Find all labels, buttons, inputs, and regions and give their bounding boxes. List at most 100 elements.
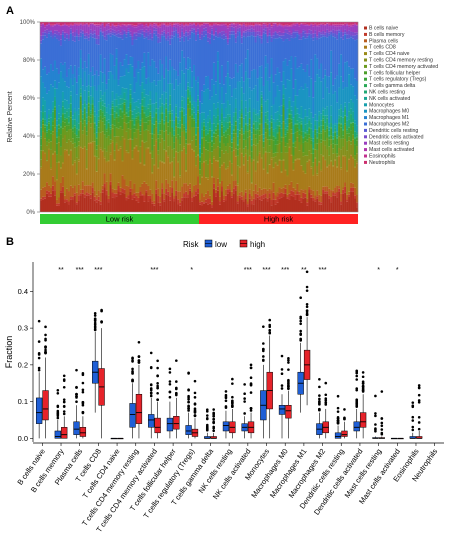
a-bar-segment	[187, 144, 190, 186]
a-bar-segment	[262, 22, 265, 24]
a-bar-segment	[316, 22, 319, 25]
a-bar-segment	[65, 38, 68, 77]
a-bar-segment	[105, 195, 108, 212]
a-bar-segment	[143, 181, 146, 196]
a-bar-segment	[117, 23, 120, 25]
a-bar-segment	[218, 142, 222, 148]
a-bar-segment	[296, 191, 299, 195]
a-bar-segment	[81, 119, 84, 124]
a-sample-bar	[218, 22, 222, 212]
a-bar-segment	[312, 40, 315, 98]
a-bar-segment	[193, 22, 196, 24]
a-bar-segment	[200, 112, 204, 123]
a-bar-segment	[236, 144, 239, 146]
a-bar-segment	[326, 87, 329, 107]
a-bar-segment	[302, 128, 305, 132]
a-bar-segment	[336, 166, 339, 168]
a-sample-bar	[220, 22, 223, 212]
a-bar-segment	[147, 26, 150, 28]
a-bar-segment	[216, 186, 220, 191]
a-bar-segment	[212, 123, 216, 133]
a-bar-segment	[262, 169, 265, 189]
a-bar-segment	[155, 118, 158, 122]
a-bar-segment	[228, 122, 231, 127]
a-sample-bar	[340, 22, 343, 212]
a-bar-segment	[356, 194, 359, 203]
a-bar-segment	[262, 134, 265, 139]
a-legend-label: T cells CD8	[369, 45, 396, 51]
a-bar-segment	[55, 203, 59, 206]
a-bar-segment	[356, 99, 359, 126]
b-outlier-point	[187, 388, 190, 392]
a-bar-segment	[304, 30, 307, 34]
a-bar-segment	[47, 72, 51, 91]
a-bar-segment	[89, 71, 92, 87]
a-bar-segment	[195, 156, 198, 166]
a-bar-segment	[153, 80, 156, 104]
a-bar-segment	[79, 24, 82, 30]
a-bar-segment	[79, 96, 82, 102]
a-bar-segment	[123, 193, 126, 212]
a-bar-segment	[240, 153, 243, 192]
a-bar-segment	[65, 24, 68, 26]
b-outlier-point	[187, 404, 190, 408]
a-bar-segment	[224, 146, 227, 151]
a-bar-segment	[248, 117, 251, 119]
a-bar-segment	[133, 25, 136, 26]
a-bar-segment	[133, 77, 136, 93]
a-bar-segment	[199, 144, 202, 149]
a-bar-segment	[210, 28, 214, 31]
a-bar-segment	[147, 104, 150, 109]
a-bar-segment	[208, 90, 212, 100]
a-bar-segment	[356, 39, 359, 82]
a-bar-segment	[240, 128, 243, 135]
a-bar-segment	[334, 144, 337, 154]
a-bar-segment	[302, 198, 305, 212]
a-bar-segment	[103, 156, 106, 159]
a-bar-segment	[326, 186, 329, 192]
a-sample-bar	[85, 22, 88, 212]
a-bar-segment	[71, 40, 74, 74]
b-outlier-point	[193, 379, 197, 383]
a-bar-segment	[294, 106, 297, 115]
a-bar-segment	[248, 26, 251, 30]
a-bar-segment	[187, 143, 190, 145]
a-bar-segment	[157, 37, 160, 44]
a-bar-segment	[218, 136, 222, 142]
a-bar-segment	[222, 153, 225, 163]
a-bar-segment	[220, 124, 223, 128]
a-bar-segment	[254, 23, 257, 25]
a-bar-segment	[230, 175, 233, 192]
b-outlier-point	[417, 386, 421, 389]
a-bar-segment	[264, 152, 267, 189]
a-bar-segment	[193, 24, 196, 29]
a-bar-segment	[65, 131, 68, 143]
a-bar-segment	[165, 109, 168, 117]
a-bar-segment	[67, 116, 70, 123]
a-bar-segment	[240, 196, 243, 200]
a-bar-segment	[304, 197, 307, 212]
a-bar-segment	[256, 36, 259, 79]
a-bar-segment	[149, 111, 152, 114]
a-sample-bar	[274, 22, 277, 212]
a-bar-segment	[260, 158, 263, 190]
a-sample-bar	[228, 22, 231, 212]
b-outlier-point	[318, 403, 321, 406]
a-bar-segment	[159, 161, 162, 197]
a-bar-segment	[282, 196, 285, 212]
a-bar-segment	[53, 30, 57, 34]
a-bar-segment	[290, 110, 293, 115]
a-bar-segment	[234, 133, 237, 149]
a-bar-segment	[306, 139, 309, 143]
a-bar-segment	[159, 24, 162, 26]
a-bar-segment	[356, 22, 359, 25]
a-bar-segment	[328, 35, 331, 77]
a-sample-bar	[115, 22, 118, 212]
a-bar-segment	[258, 114, 261, 119]
a-bar-segment	[91, 192, 94, 212]
a-bar-segment	[266, 124, 269, 130]
a-bar-segment	[354, 137, 357, 139]
b-outlier-point	[411, 425, 415, 429]
a-bar-segment	[284, 146, 287, 153]
a-bar-segment	[284, 39, 287, 59]
